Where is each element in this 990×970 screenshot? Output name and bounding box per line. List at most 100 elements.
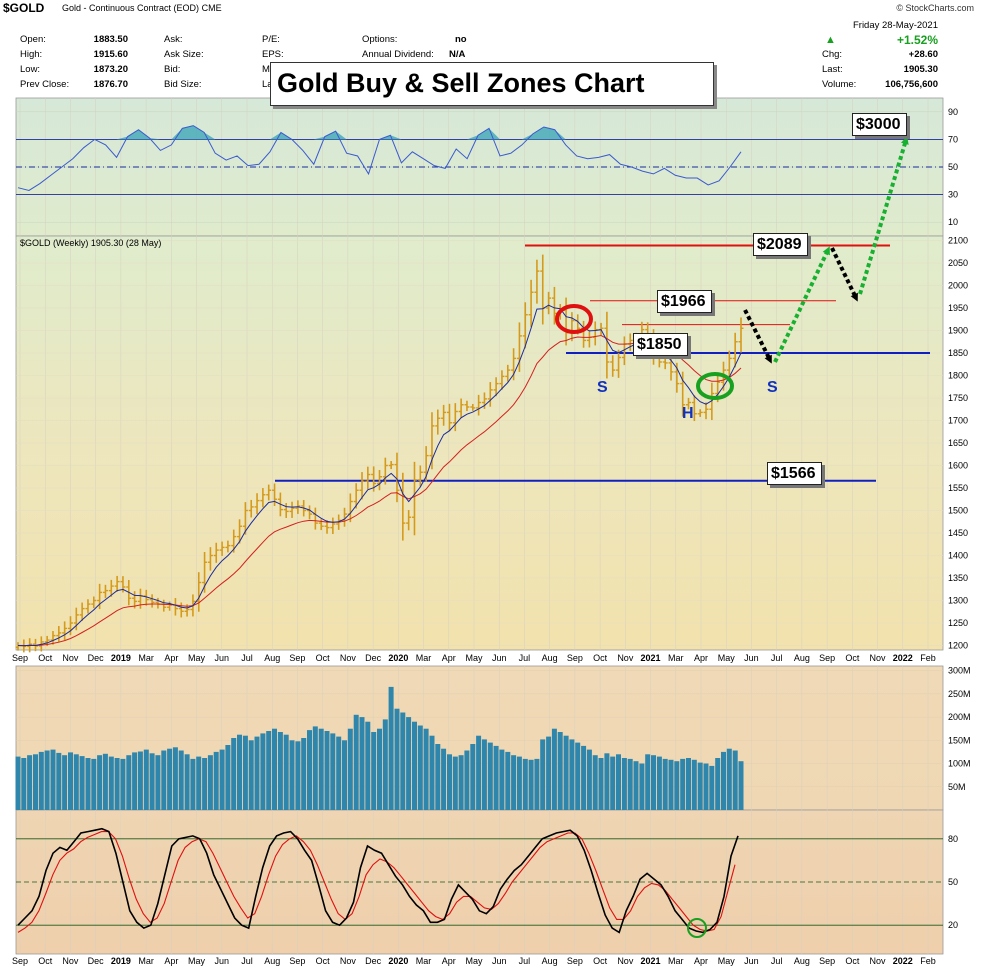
x-tick-label: Mar (668, 956, 684, 966)
x-tick-label: Aug (794, 956, 810, 966)
up-arrow-icon: ▲ (825, 34, 836, 46)
price-tick-label: 1300 (948, 596, 968, 606)
x-tick-label: Jun (744, 653, 759, 663)
x-tick-label: Jun (492, 653, 507, 663)
market-cap-label: Mk (262, 64, 275, 75)
volume-bar (575, 742, 581, 810)
volume-bar (50, 749, 56, 810)
volume-bar (732, 750, 738, 810)
volume-bar (33, 754, 38, 810)
x-tick-label: 2021 (641, 653, 661, 663)
x-tick-label: Jun (215, 956, 230, 966)
volume-bar (283, 734, 289, 810)
high-label: High: (20, 49, 43, 60)
volume-bar (301, 738, 307, 810)
x-tick-label: Nov (340, 653, 357, 663)
volume-bar (213, 751, 219, 810)
sell-signal-circle (555, 304, 593, 334)
volume-bar (429, 735, 435, 810)
price-tick-label: 1950 (948, 303, 968, 313)
stoch-d-line (17, 831, 736, 933)
x-tick-label: Sep (567, 653, 583, 663)
ask-label: Ask: (164, 34, 183, 45)
volume-bar (592, 755, 598, 810)
volume-bar (563, 735, 569, 810)
volume-bar (715, 758, 721, 810)
volume-bar (108, 756, 114, 810)
x-tick-label: Nov (870, 956, 887, 966)
x-tick-label: Oct (845, 653, 860, 663)
price-tick-label: 1550 (948, 483, 968, 493)
volume-bar (505, 751, 511, 810)
volume-bar (721, 751, 726, 810)
x-tick-label: Oct (316, 653, 331, 663)
x-tick-label: Sep (289, 653, 305, 663)
price-tick-label: 2100 (948, 236, 968, 246)
volume-bar (581, 745, 587, 810)
x-tick-label: Oct (593, 956, 608, 966)
price-tick-label: 1800 (948, 371, 968, 381)
x-tick-label: 2022 (893, 653, 913, 663)
volume-bar (97, 755, 103, 810)
options-value: no (455, 34, 467, 45)
volume-bar (38, 751, 44, 810)
volume-bar (172, 747, 178, 810)
bid-label: Bid: (164, 64, 181, 75)
x-tick-label: Sep (819, 956, 835, 966)
volume-bar (464, 750, 470, 810)
x-tick-label: May (718, 653, 736, 663)
low-label: Low: (20, 64, 41, 75)
volume-bar (324, 731, 330, 810)
volume-bar (598, 758, 604, 810)
x-tick-label: 2019 (111, 956, 131, 966)
x-tick-label: 2020 (388, 653, 408, 663)
head-label: H (682, 405, 694, 422)
chart-header: $GOLD Gold - Continuous Contract (EOD) C… (0, 0, 990, 15)
volume-series (15, 686, 744, 810)
arrow-black-down-2 (830, 247, 858, 302)
volume-bar (516, 756, 522, 810)
x-tick-label: Oct (316, 956, 331, 966)
x-tick-label: Apr (442, 956, 456, 966)
price-tick-label: 1350 (948, 573, 968, 583)
quote-date: Friday 28-May-2021 (852, 20, 938, 31)
volume-bar (330, 733, 336, 810)
volume-bar (668, 759, 674, 810)
ind-tick-label: 10 (948, 217, 958, 227)
volume-bar (382, 719, 388, 810)
volume-bar (616, 754, 621, 810)
volume-bar (359, 717, 365, 810)
ind-tick-label: 30 (948, 190, 958, 200)
volume-bar (604, 753, 610, 810)
chg-value: +28.60 (908, 49, 938, 60)
x-tick-label: 2021 (641, 956, 661, 966)
volume-bar (441, 748, 447, 810)
ma-slow-line (17, 334, 742, 647)
volume-bar (27, 755, 33, 810)
x-tick-label: Sep (289, 956, 305, 966)
x-tick-label: Apr (694, 653, 708, 663)
volume-bar (406, 717, 412, 810)
volume-bar (196, 756, 202, 810)
volume-bar (254, 736, 260, 810)
price-tick-label: 1750 (948, 393, 968, 403)
volume-bar (435, 744, 441, 810)
volume-bar (231, 738, 237, 810)
volume-bar (15, 756, 21, 810)
buy-signal-circle (696, 372, 734, 400)
symbol-description: Gold - Continuous Contract (EOD) CME (62, 3, 222, 13)
volume-bar (336, 736, 342, 810)
volume-bar (68, 752, 73, 810)
x-tick-label: Apr (164, 956, 178, 966)
volume-bar (277, 732, 283, 810)
x-tick-label: Nov (62, 956, 79, 966)
volume-bar (207, 755, 213, 810)
volume-bar (487, 742, 493, 810)
x-tick-label: Nov (617, 956, 634, 966)
volume-bar (470, 744, 476, 810)
price-tick-label: 1850 (948, 348, 968, 358)
eps-label: EPS: (262, 49, 284, 60)
x-tick-label: May (188, 956, 206, 966)
volume-bar (365, 721, 371, 810)
